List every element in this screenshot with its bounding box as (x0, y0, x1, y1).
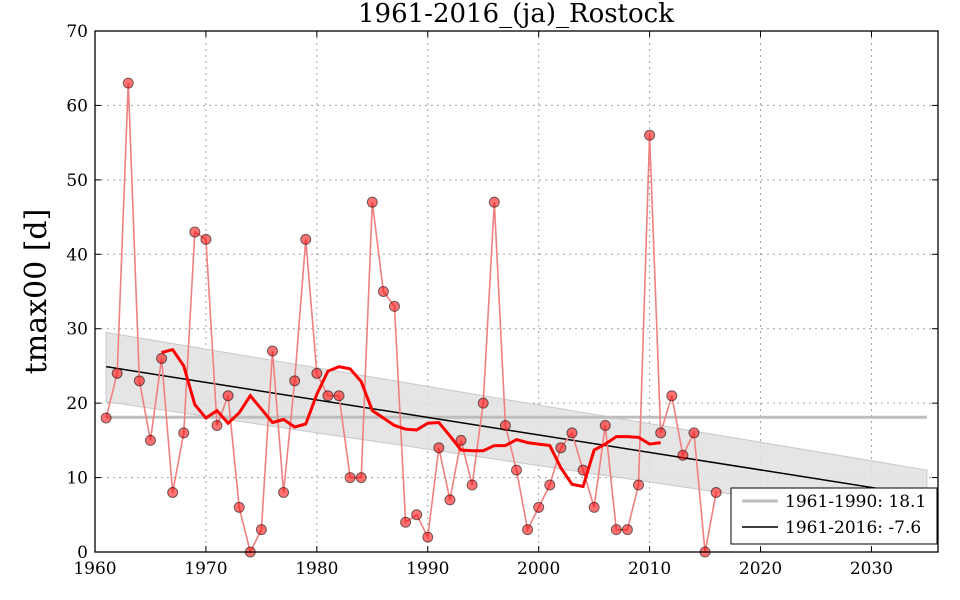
data-point (156, 352, 168, 364)
data-point (477, 397, 489, 409)
data-point (311, 367, 323, 379)
y-tick-label: 0 (77, 543, 88, 563)
legend: 1961-1990: 18.1 1961-2016: -7.6 (730, 487, 938, 545)
data-point (355, 472, 367, 484)
series-layer (100, 77, 722, 558)
y-tick-label: 70 (66, 22, 88, 42)
data-point (377, 286, 389, 297)
x-tick-label: 2000 (517, 559, 560, 579)
data-point (555, 442, 567, 454)
data-point (455, 434, 467, 446)
data-point (710, 486, 722, 498)
x-tick-label: 1970 (184, 559, 227, 579)
trend-line-layer (105, 365, 928, 497)
data-point (599, 419, 611, 431)
y-tick-label: 20 (66, 394, 88, 414)
data-point (178, 427, 190, 439)
trend-line (105, 365, 928, 497)
data-point (422, 531, 434, 543)
data-point (111, 367, 123, 379)
data-point (666, 390, 678, 402)
y-tick-label: 50 (66, 171, 88, 191)
x-tick-label: 1960 (73, 559, 116, 579)
data-point (522, 524, 534, 536)
data-point (466, 479, 478, 491)
data-point (266, 345, 278, 357)
y-axis-label: tmax00 [d] (19, 209, 54, 375)
data-point (488, 196, 500, 208)
x-tick-label: 2010 (628, 559, 671, 579)
data-point (211, 419, 223, 431)
data-point (255, 524, 267, 536)
data-point (621, 524, 633, 536)
x-tick-label: 2030 (850, 559, 893, 579)
data-point (610, 524, 622, 536)
x-tick-label: 2020 (739, 559, 782, 579)
y-tick-label: 40 (66, 245, 88, 265)
legend-box (730, 487, 938, 545)
data-point (100, 412, 112, 424)
plot-frame (94, 30, 939, 553)
legend-trend-label: 1961-2016: -7.6 (785, 518, 921, 538)
axes: 1960 1970 1980 1990 2000 2010 2020 203001020304… (66, 22, 939, 579)
chart-title: 1961-2016_(ja)_Rostock (358, 0, 674, 29)
smoothed-line (161, 347, 661, 489)
data-point (655, 427, 667, 439)
data-point (366, 196, 378, 208)
data-point (233, 501, 245, 513)
data-point (644, 129, 656, 141)
data-point (144, 434, 156, 446)
data-point (222, 390, 234, 402)
data-point (511, 464, 522, 476)
data-point (278, 486, 290, 498)
data-point (633, 479, 645, 491)
data-point (588, 501, 600, 513)
x-tick-label: 1980 (295, 559, 338, 579)
data-point (688, 427, 700, 439)
data-point (344, 472, 356, 484)
data-point (167, 486, 179, 498)
data-point (433, 442, 445, 454)
data-point (200, 233, 212, 245)
legend-reference-label: 1961-1990: 18.1 (785, 492, 926, 512)
data-point (133, 375, 145, 387)
y-tick-label: 60 (66, 96, 88, 116)
y-tick-label: 30 (66, 320, 88, 340)
data-point (544, 479, 556, 491)
data-point (499, 419, 511, 431)
data-point (122, 77, 134, 89)
data-point (566, 427, 578, 439)
x-tick-label: 1990 (406, 559, 449, 579)
data-point (400, 516, 412, 528)
data-point (388, 300, 400, 312)
data-point (289, 375, 301, 387)
data-point (322, 390, 334, 402)
data-point (411, 509, 423, 521)
smoothed-layer (161, 347, 661, 489)
data-point (677, 449, 689, 461)
data-point (300, 233, 312, 245)
data-point (444, 494, 456, 506)
y-tick-label: 10 (66, 469, 88, 489)
data-line (105, 83, 717, 555)
data-point (533, 501, 545, 513)
data-point (189, 226, 201, 238)
data-point (333, 390, 345, 402)
